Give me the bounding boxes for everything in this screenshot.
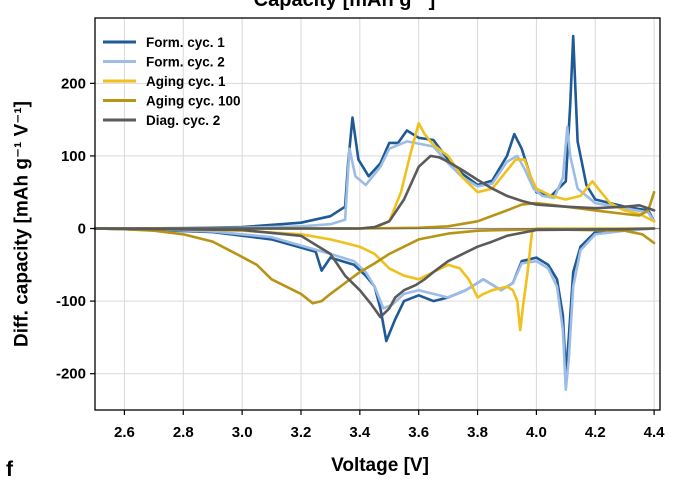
x-tick-label: 2.6 xyxy=(114,424,135,441)
x-tick-label: 2.8 xyxy=(173,424,194,441)
x-tick-label: 4.4 xyxy=(644,424,666,441)
series-line-3-charge xyxy=(93,122,656,230)
series-line-2-charge xyxy=(93,125,656,230)
series-line-4-discharge xyxy=(93,227,656,305)
y-tick-label: -100 xyxy=(56,293,86,310)
x-tick-label: 3.0 xyxy=(232,424,253,441)
legend-label: Diag. cyc. 2 xyxy=(146,113,220,128)
series-line-5-discharge xyxy=(93,227,656,319)
panel-letter: f xyxy=(6,458,13,481)
top-axis-title: Capacity [mAh g⁻¹] xyxy=(253,0,436,11)
series-line-2-discharge xyxy=(93,227,656,391)
x-tick-label: 4.2 xyxy=(585,424,606,441)
series-line-3-discharge xyxy=(93,227,656,332)
legend-label: Form. cyc. 2 xyxy=(146,55,225,70)
legend-label: Aging cyc. 100 xyxy=(146,94,241,109)
x-tick-label: 4.0 xyxy=(526,424,547,441)
series-line-5-charge xyxy=(93,154,656,230)
y-tick-label: 200 xyxy=(61,75,86,92)
y-tick-label: 0 xyxy=(78,221,86,238)
x-tick-label: 3.2 xyxy=(291,424,312,441)
legend-label: Form. cyc. 1 xyxy=(146,35,225,50)
x-tick-label: 3.4 xyxy=(349,424,371,441)
y-tick-label: -200 xyxy=(56,366,86,383)
legend-label: Aging cyc. 1 xyxy=(146,74,226,89)
x-axis-title: Voltage [V] xyxy=(331,455,429,476)
x-tick-label: 3.8 xyxy=(467,424,488,441)
x-tick-label: 3.6 xyxy=(408,424,429,441)
y-tick-label: 100 xyxy=(61,148,86,165)
plot-frame xyxy=(94,17,661,411)
